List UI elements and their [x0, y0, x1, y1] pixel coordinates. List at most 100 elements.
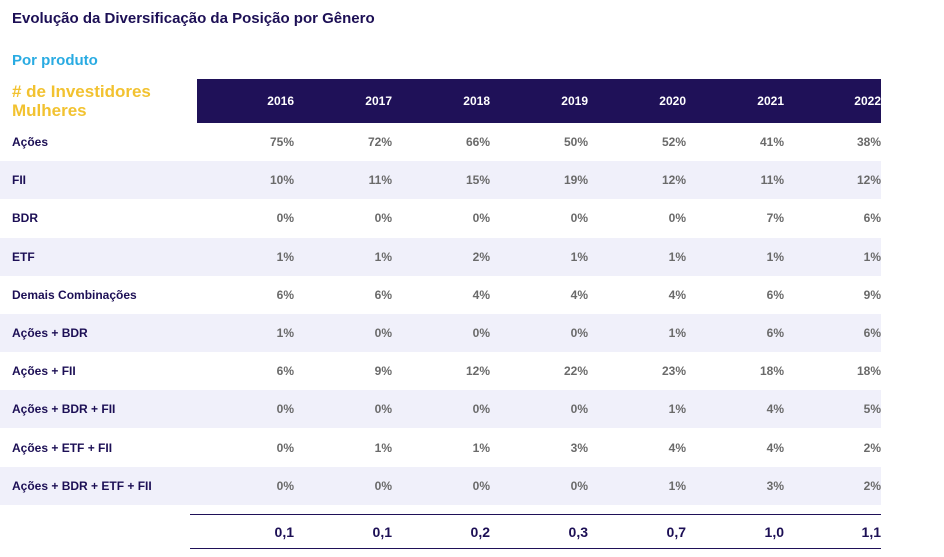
- row-label: Demais Combinações: [12, 287, 137, 302]
- table-header-bar: [197, 79, 881, 123]
- table-cell: 0%: [472, 478, 490, 493]
- table-cell: 0%: [570, 478, 588, 493]
- table-cell: 6%: [276, 287, 294, 302]
- total-value: 0,3: [568, 524, 588, 540]
- table-row: [0, 314, 881, 352]
- table-cell: 1%: [668, 249, 686, 264]
- table-cell: 75%: [269, 135, 294, 149]
- table-cell: 22%: [563, 364, 588, 379]
- table-cell: 19%: [563, 173, 588, 188]
- table-cell: 6%: [766, 326, 784, 340]
- table-cell: 12%: [856, 173, 881, 188]
- table-cell: 0%: [472, 211, 490, 226]
- table-cell: 4%: [668, 287, 686, 302]
- table-cell: 1%: [766, 249, 784, 264]
- table-cell: 0%: [472, 402, 490, 417]
- table-cell: 0%: [276, 211, 294, 226]
- table-cell: 4%: [766, 440, 784, 455]
- table-cell: 12%: [661, 173, 686, 188]
- table-cell: 3%: [766, 478, 784, 493]
- subtitle: Por produto: [12, 52, 98, 69]
- table-cell: 6%: [276, 364, 294, 379]
- table-cell: 0%: [374, 478, 392, 493]
- table-row: [0, 161, 881, 200]
- column-header-2021: 2021: [757, 94, 784, 108]
- column-header-2017: 2017: [365, 94, 392, 108]
- table-cell: 0%: [570, 402, 588, 417]
- table-cell: 18%: [759, 364, 784, 379]
- total-divider: [190, 514, 881, 515]
- table-cell: 4%: [472, 287, 490, 302]
- table-cell: 0%: [668, 211, 686, 226]
- table-cell: 41%: [759, 135, 784, 149]
- column-header-2022: 2022: [854, 94, 881, 108]
- table-cell: 6%: [863, 326, 881, 340]
- total-value: 1,1: [861, 524, 881, 540]
- table-cell: 50%: [563, 135, 588, 149]
- row-label: BDR: [12, 211, 38, 226]
- table-cell: 5%: [863, 402, 881, 417]
- table-cell: 4%: [668, 440, 686, 455]
- table-cell: 10%: [269, 173, 294, 188]
- table-cell: 0%: [472, 326, 490, 340]
- table-cell: 38%: [856, 135, 881, 149]
- row-label: Ações + ETF + FII: [12, 440, 113, 455]
- table-cell: 1%: [863, 249, 881, 264]
- table-cell: 18%: [856, 364, 881, 379]
- table-cell: 0%: [374, 402, 392, 417]
- table-cell: 12%: [465, 364, 490, 379]
- table-cell: 66%: [465, 135, 490, 149]
- column-header-2020: 2020: [659, 94, 686, 108]
- column-header-2019: 2019: [561, 94, 588, 108]
- table-cell: 0%: [276, 440, 294, 455]
- row-label: Ações + BDR: [12, 326, 88, 340]
- table-cell: 0%: [276, 402, 294, 417]
- row-label: Ações + BDR + ETF + FII: [12, 478, 152, 493]
- total-value: 0,7: [666, 524, 686, 540]
- table-cell: 7%: [766, 211, 784, 226]
- row-label: Ações + FII: [12, 364, 76, 379]
- table-cell: 1%: [570, 249, 588, 264]
- table-cell: 72%: [367, 135, 392, 149]
- table-cell: 2%: [472, 249, 490, 264]
- table-cell: 11%: [368, 173, 392, 188]
- table-cell: 23%: [661, 364, 686, 379]
- table-cell: 6%: [863, 211, 881, 226]
- total-value: 0,1: [274, 524, 294, 540]
- column-header-2018: 2018: [463, 94, 490, 108]
- table-cell: 0%: [374, 211, 392, 226]
- table-cell: 9%: [863, 287, 881, 302]
- table-cell: 0%: [570, 326, 588, 340]
- table-cell: 52%: [661, 135, 686, 149]
- table-cell: 2%: [863, 478, 881, 493]
- row-label: FII: [12, 173, 26, 188]
- table-cell: 0%: [374, 326, 392, 340]
- table-cell: 1%: [668, 478, 686, 493]
- table-row: [0, 237, 881, 276]
- table-cell: 6%: [374, 287, 392, 302]
- total-divider: [190, 548, 881, 549]
- table-cell: 3%: [570, 440, 588, 455]
- table-cell: 1%: [374, 440, 392, 455]
- row-label: ETF: [12, 249, 35, 264]
- total-value: 0,2: [470, 524, 490, 540]
- corner-label: # de Investidores Mulheres: [12, 82, 151, 120]
- row-label: Ações: [12, 135, 49, 149]
- total-value: 1,0: [764, 524, 784, 540]
- table-cell: 1%: [276, 326, 294, 340]
- column-header-2016: 2016: [267, 94, 294, 108]
- table-cell: 0%: [276, 478, 294, 493]
- page-title: Evolução da Diversificação da Posição po…: [12, 10, 375, 27]
- table-row: [0, 466, 881, 505]
- table-row: [0, 390, 881, 429]
- table-cell: 1%: [668, 402, 686, 417]
- table-cell: 15%: [465, 173, 490, 188]
- total-value: 0,1: [372, 524, 392, 540]
- table-cell: 1%: [472, 440, 490, 455]
- table-cell: 1%: [276, 249, 294, 264]
- table-cell: 1%: [374, 249, 392, 264]
- row-label: Ações + BDR + FII: [12, 402, 116, 417]
- table-cell: 2%: [863, 440, 881, 455]
- table-cell: 4%: [570, 287, 588, 302]
- table-cell: 4%: [766, 402, 784, 417]
